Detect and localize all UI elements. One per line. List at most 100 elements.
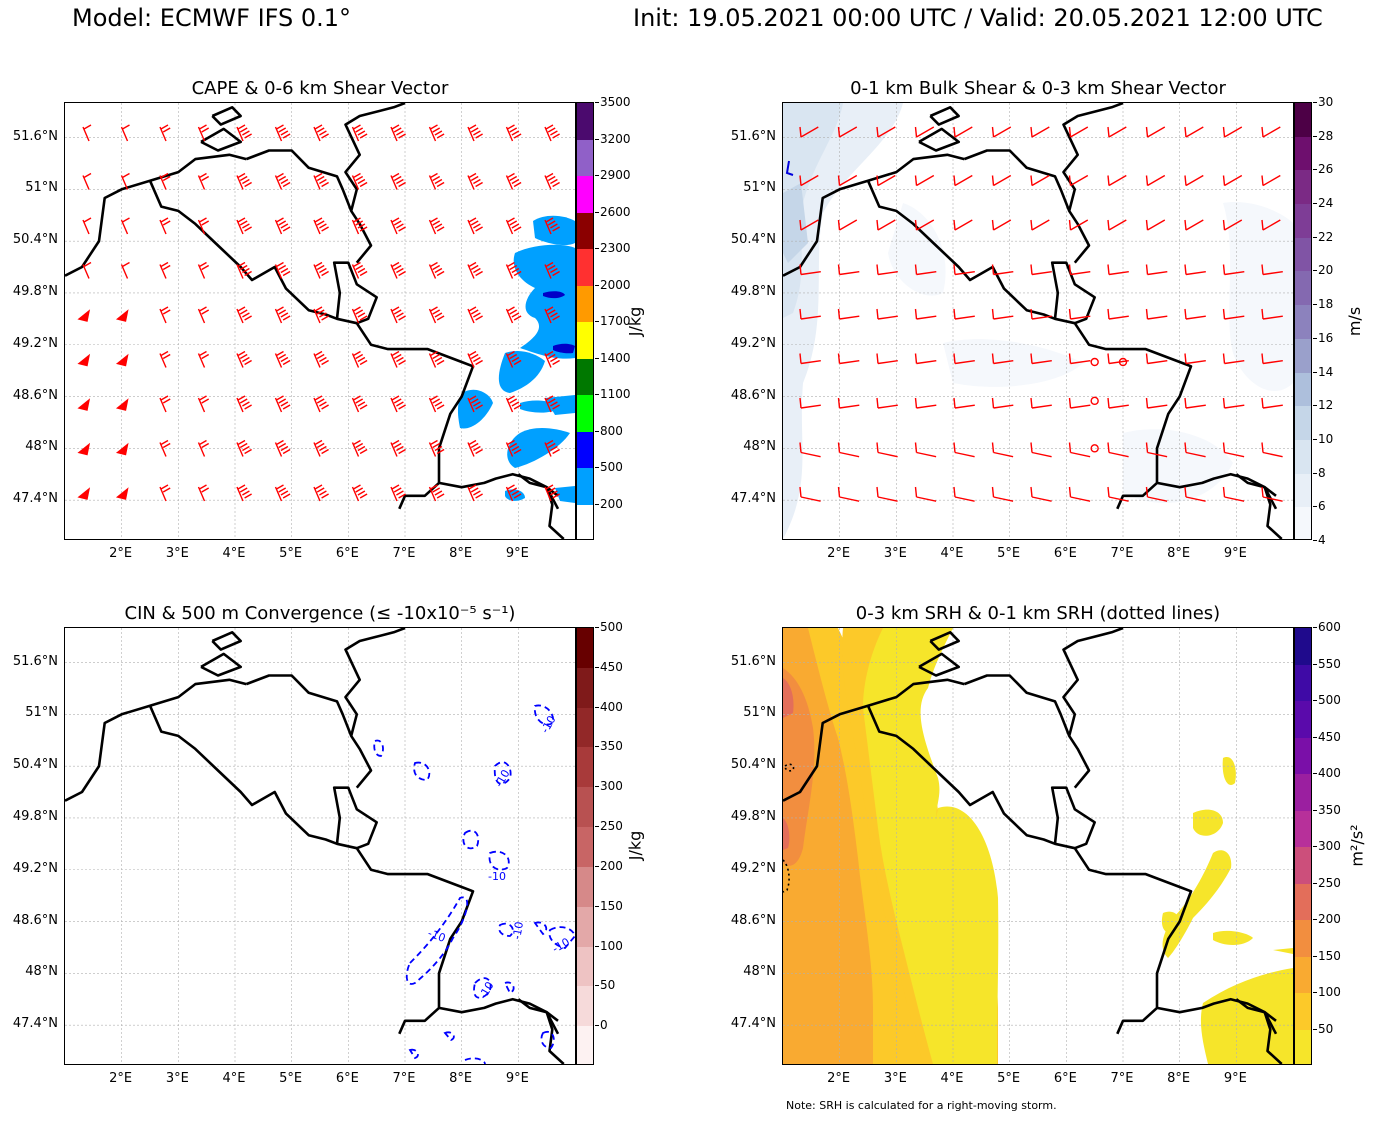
country-border	[545, 1011, 565, 1064]
wind-barb	[953, 219, 973, 231]
wind-barb	[159, 217, 171, 235]
wind-barb	[837, 264, 860, 276]
lon-label: 3°E	[165, 1071, 189, 1086]
wind-barb	[837, 353, 860, 365]
wind-barb	[351, 172, 368, 190]
colorbar-segment	[577, 139, 593, 177]
country-border	[783, 678, 965, 802]
lat-label: 47.4°N	[730, 491, 776, 507]
colorbar-tick-label: 4	[1313, 533, 1326, 547]
wind-barb	[390, 439, 406, 457]
cin-contour-label: -10	[538, 713, 558, 735]
colorbar-segment	[577, 906, 593, 948]
wind-barb	[428, 395, 445, 413]
wind-barb	[120, 261, 130, 279]
wind-barb	[197, 439, 210, 457]
wind-barb	[428, 261, 445, 279]
wind-barb	[1145, 308, 1168, 320]
lat-label: 49.2°N	[12, 335, 58, 351]
colorbar-tick-label: 150	[595, 898, 623, 913]
calm-circle	[1118, 357, 1128, 367]
wind-barb	[991, 219, 1012, 231]
colorbar-tick-label: 350	[595, 739, 623, 754]
wind-barb	[1261, 308, 1283, 320]
wind-barb	[837, 486, 860, 502]
colorbar-segment	[1295, 439, 1311, 475]
cape-panel-title: CAPE & 0-6 km Shear Vector	[191, 78, 449, 99]
wind-barb	[77, 353, 91, 367]
colorbar-segment	[1295, 237, 1311, 272]
srh-borders	[783, 628, 1283, 1064]
wind-barb	[313, 261, 329, 279]
wind-barb	[197, 217, 210, 235]
wind-barb	[799, 174, 819, 187]
wind-barb	[1184, 174, 1204, 187]
wind-barb	[274, 261, 291, 279]
wind-barb	[1107, 486, 1129, 502]
wind-barb	[1107, 397, 1129, 409]
shear-colorbar	[1294, 102, 1312, 540]
lat-label: 51°N	[25, 705, 58, 721]
lon-label: 5°E	[997, 546, 1021, 561]
lon-label: 5°E	[997, 1071, 1021, 1086]
wind-barb	[77, 309, 91, 322]
colorbar-segment	[1295, 338, 1311, 374]
wind-barb	[351, 350, 368, 368]
colorbar-tick-label: 500	[595, 460, 623, 474]
colorbar-segment	[577, 395, 593, 432]
country-border	[1062, 628, 1124, 737]
wind-barb	[544, 350, 560, 368]
country-border	[65, 678, 247, 802]
wind-barb	[1261, 486, 1283, 502]
lat-label: 49.2°N	[12, 860, 58, 876]
country-border	[344, 103, 406, 212]
lat-label: 48.6°N	[730, 912, 776, 928]
colorbar-tick-label: 0	[595, 1018, 608, 1033]
wind-barb	[1068, 397, 1091, 409]
cape-borders	[65, 103, 565, 539]
wind-barb	[505, 217, 522, 235]
wind-barb	[274, 306, 291, 324]
wind-barb	[1184, 486, 1206, 502]
wind-barb	[1184, 126, 1204, 138]
wind-barb	[77, 487, 91, 500]
wind-barb	[876, 308, 898, 320]
wind-barb	[799, 126, 819, 138]
colorbar-tick-label: 3200	[595, 131, 631, 146]
wind-barb	[197, 306, 210, 324]
wind-barb	[914, 308, 937, 320]
wind-barb	[1184, 219, 1204, 231]
wind-barb	[544, 217, 560, 235]
cape-fill	[457, 215, 575, 503]
colorbar-segment	[577, 358, 593, 396]
wind-barb	[159, 484, 171, 502]
wind-barb	[914, 486, 937, 502]
lon-label: 7°E	[392, 1071, 416, 1086]
wind-barb	[991, 442, 1014, 458]
wind-barb	[390, 395, 406, 413]
colorbar-segment	[577, 667, 593, 709]
wind-barb	[467, 217, 483, 235]
colorbar-tick-label: 250	[595, 819, 623, 834]
wind-barb	[467, 439, 483, 457]
colorbar-tick-label: 28	[1312, 128, 1334, 143]
lat-label: 51°N	[743, 180, 776, 196]
wind-barb	[505, 172, 522, 190]
wind-barb	[1145, 219, 1166, 231]
colorbar-tick-label: 16	[1312, 330, 1334, 345]
colorbar-segment	[1295, 103, 1311, 138]
country-border	[1263, 1011, 1283, 1064]
wind-barb	[1107, 442, 1129, 458]
wind-barb	[351, 395, 368, 413]
wind-barb	[799, 219, 819, 231]
lon-label: 9°E	[1223, 546, 1247, 561]
wind-barb	[799, 397, 821, 409]
lat-label: 48.6°N	[730, 387, 776, 403]
shear-barbs	[799, 126, 1283, 502]
lon-label: 3°E	[883, 546, 907, 561]
wind-barb	[837, 174, 858, 187]
wind-barb	[914, 174, 935, 187]
colorbar-segment	[1295, 664, 1311, 702]
country-border	[332, 786, 379, 850]
shear-map-svg	[783, 103, 1293, 539]
